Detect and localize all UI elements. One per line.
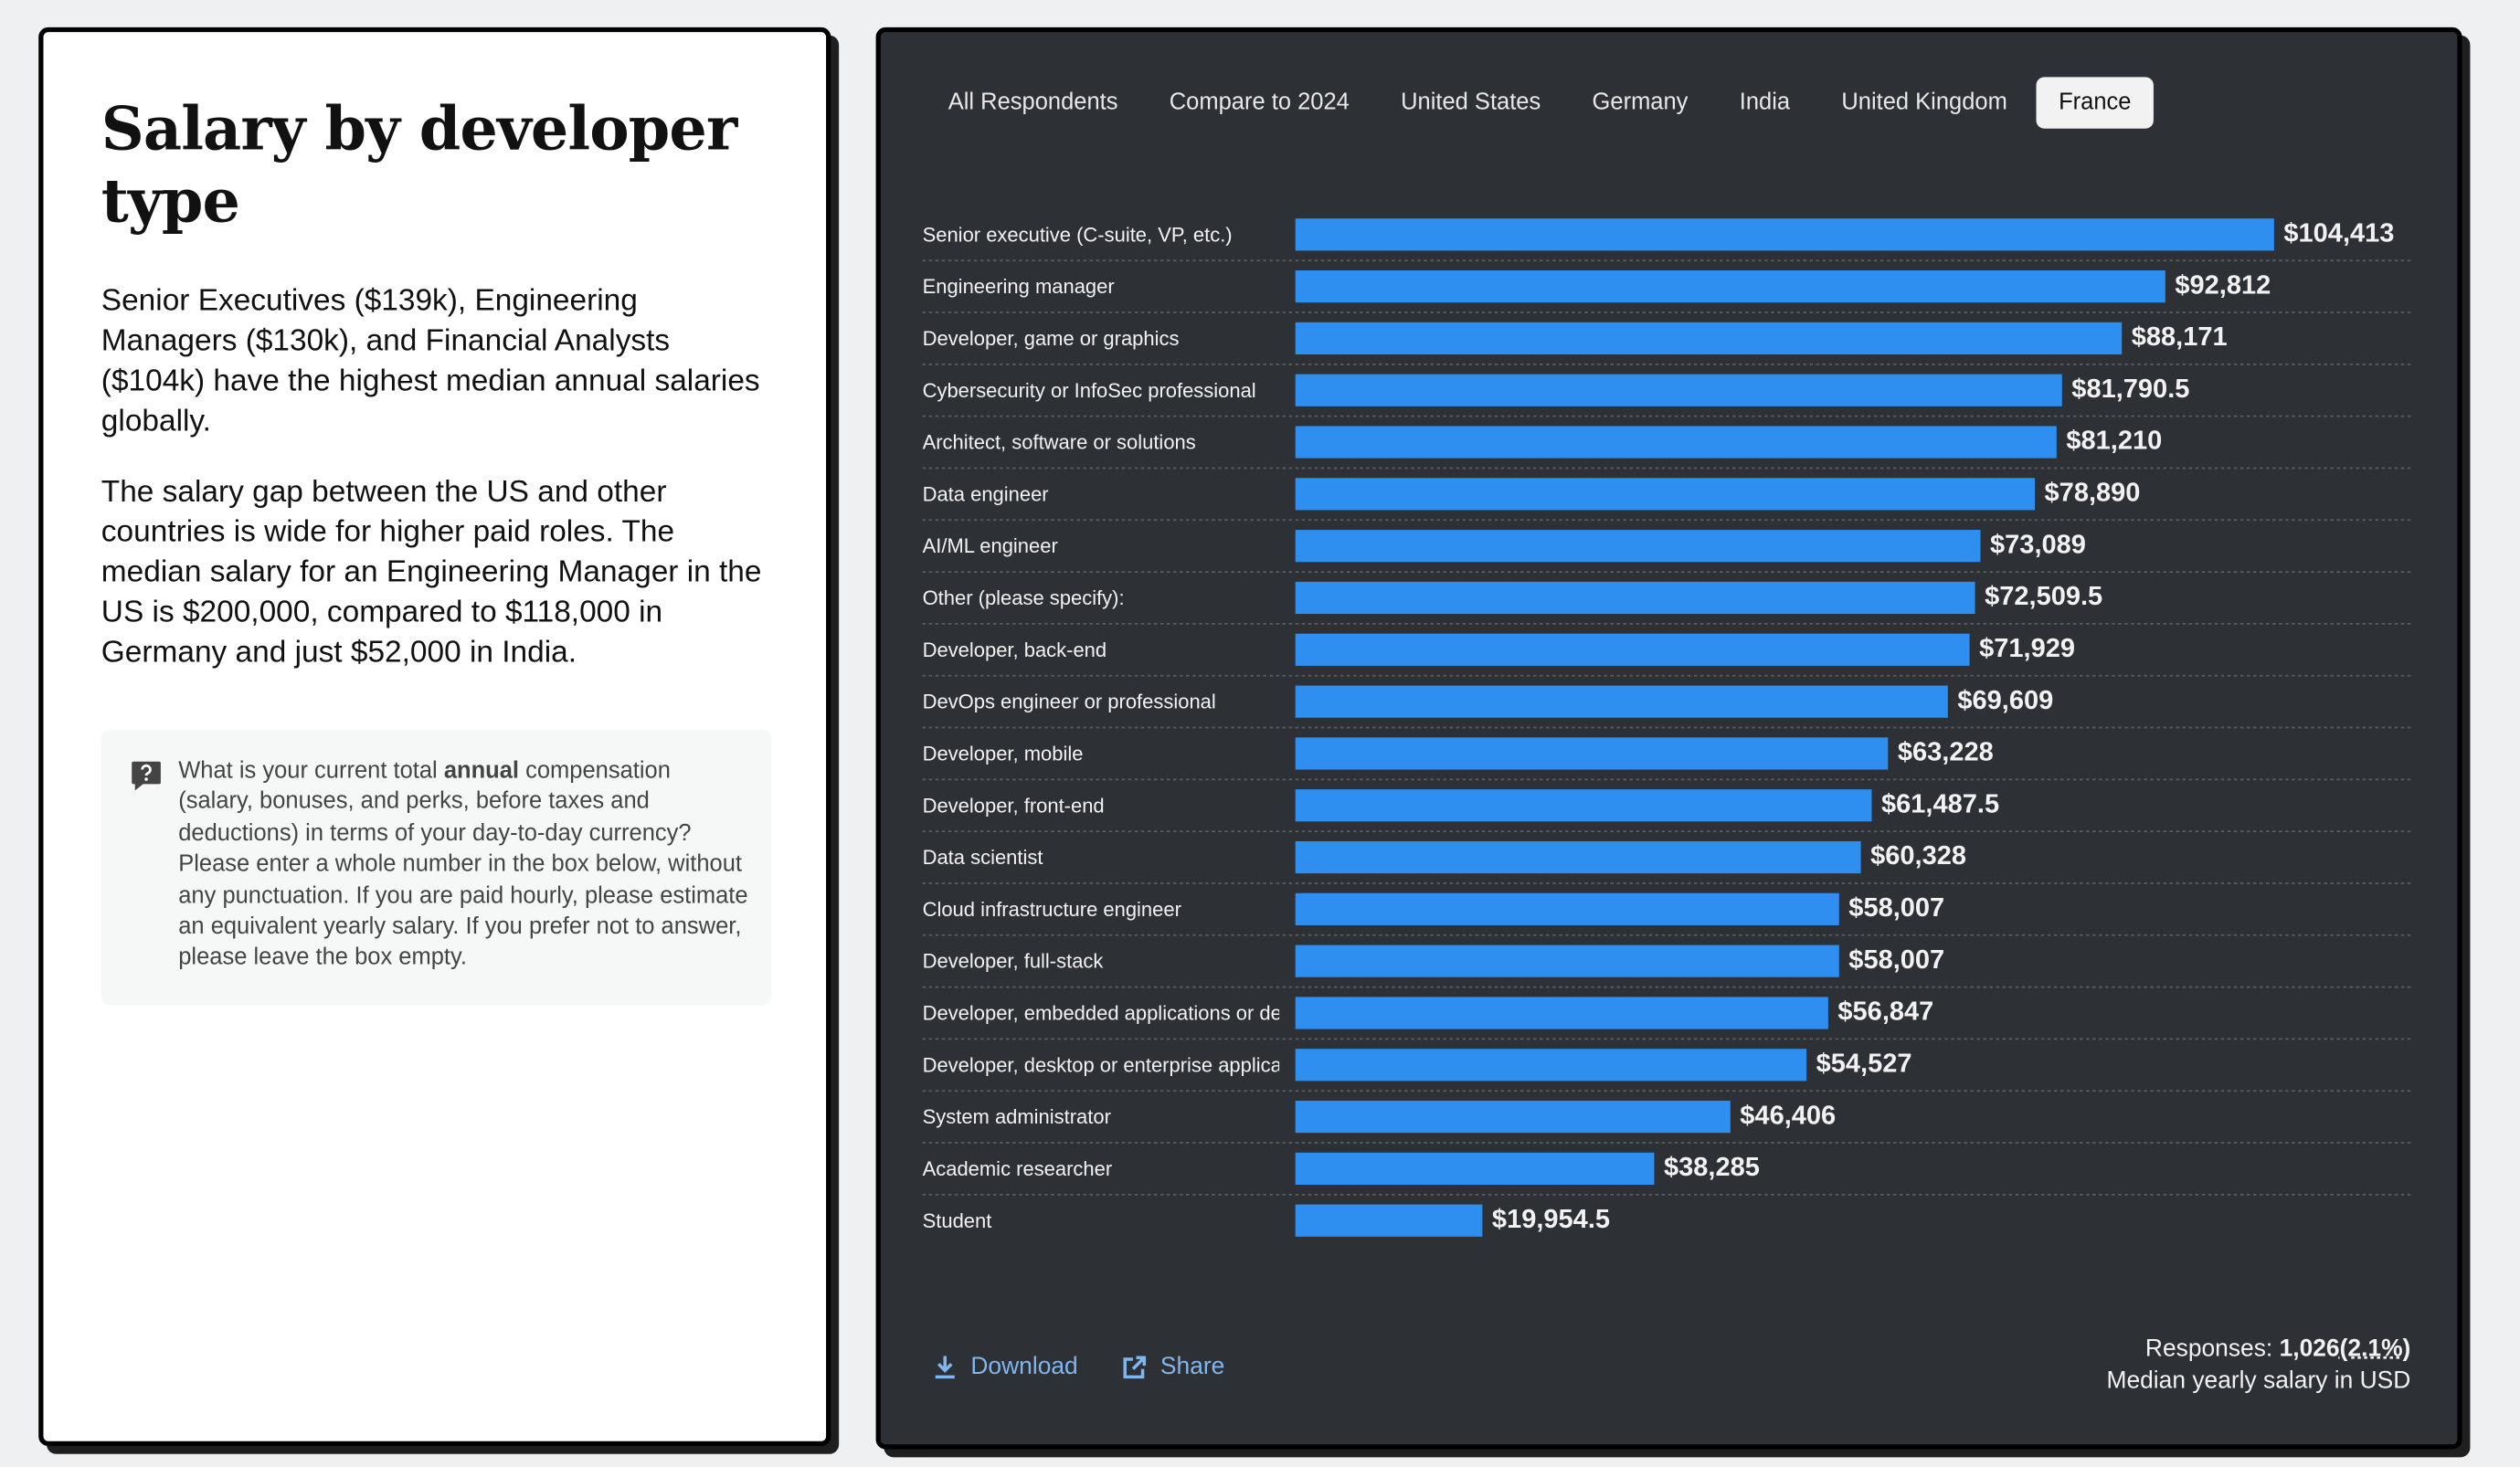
category-label: Architect, software or solutions bbox=[923, 431, 1196, 454]
category-label: Developer, embedded applications or de bbox=[923, 1002, 1282, 1025]
value-label: $61,487.5 bbox=[1881, 789, 1999, 818]
question-icon bbox=[132, 761, 161, 791]
value-label: $63,228 bbox=[1898, 738, 1994, 767]
value-label: $56,847 bbox=[1837, 997, 1933, 1027]
bar bbox=[1295, 478, 2036, 511]
value-label: $73,089 bbox=[1990, 530, 2086, 559]
tab[interactable]: United States bbox=[1401, 90, 1541, 116]
category-label: Student bbox=[923, 1209, 992, 1232]
category-label: DevOps engineer or professional bbox=[923, 691, 1216, 713]
tab[interactable]: Germany bbox=[1592, 90, 1689, 116]
bar bbox=[1295, 1204, 1483, 1237]
category-label: AI/ML engineer bbox=[923, 534, 1058, 557]
title: Salary by developer type bbox=[101, 93, 737, 237]
responses-share: (2.1%) bbox=[2339, 1335, 2411, 1363]
tab[interactable]: France bbox=[2036, 77, 2155, 129]
question-part: compensation (salary, bonuses, and perks… bbox=[178, 758, 748, 972]
bar bbox=[1295, 530, 1981, 563]
category-label: Other (please specify): bbox=[923, 586, 1125, 609]
value-label: $60,328 bbox=[1870, 841, 1966, 871]
category-label: Developer, desktop or enterprise applica bbox=[923, 1053, 1283, 1076]
category-label: Data engineer bbox=[923, 482, 1049, 505]
bar bbox=[1295, 426, 2057, 459]
value-label: $71,929 bbox=[1979, 634, 2075, 663]
bar bbox=[1295, 737, 1889, 770]
category-label: Developer, full-stack bbox=[923, 950, 1105, 973]
tab[interactable]: India bbox=[1739, 90, 1791, 116]
download-icon bbox=[935, 1355, 955, 1378]
responses: Responses: 1,026(2.1%) Median yearly sal… bbox=[2106, 1334, 2410, 1397]
bar bbox=[1295, 633, 1970, 666]
bar bbox=[1295, 1152, 1655, 1186]
value-label: $78,890 bbox=[2045, 479, 2141, 508]
value-label: $58,007 bbox=[1848, 945, 1944, 975]
value-label: $81,210 bbox=[2066, 427, 2162, 456]
category-label: Developer, front-end bbox=[923, 794, 1105, 817]
question-box: What is your current total annual compen… bbox=[101, 729, 772, 1007]
tab[interactable]: Compare to 2024 bbox=[1169, 90, 1350, 116]
value-label: $72,509.5 bbox=[1985, 582, 2102, 611]
category-label: Developer, back-end bbox=[923, 639, 1107, 661]
value-label: $88,171 bbox=[2132, 322, 2228, 352]
category-label: Developer, game or graphics bbox=[923, 327, 1180, 350]
tab[interactable]: All Respondents bbox=[948, 90, 1118, 116]
download-link[interactable]: Download bbox=[932, 1353, 1078, 1380]
bar bbox=[1295, 374, 2062, 406]
value-label: $19,954.5 bbox=[1492, 1205, 1610, 1234]
question-part: What is your current total bbox=[178, 758, 444, 785]
value-label: $92,812 bbox=[2175, 270, 2271, 300]
tab[interactable]: United Kingdom bbox=[1841, 90, 2007, 116]
value-label: $58,007 bbox=[1848, 893, 1944, 923]
category-label: Engineering manager bbox=[923, 275, 1115, 298]
category-label: Data scientist bbox=[923, 846, 1043, 869]
paragraph: Senior Executives ($139k), Engineering M… bbox=[101, 284, 760, 439]
responses-count: 1,026 bbox=[2279, 1335, 2340, 1363]
value-label: $104,413 bbox=[2283, 218, 2394, 248]
bar bbox=[1295, 997, 1828, 1029]
bar bbox=[1295, 685, 1948, 718]
text-card: Salary by developer type Senior Executiv… bbox=[38, 26, 831, 1447]
share-icon bbox=[1123, 1355, 1147, 1378]
value-label: $38,285 bbox=[1664, 1153, 1760, 1182]
share-label: Share bbox=[1159, 1352, 1225, 1380]
category-label: Academic researcher bbox=[923, 1157, 1113, 1180]
question-text: What is your current total annual compen… bbox=[178, 756, 748, 975]
share-link[interactable]: Share bbox=[1122, 1352, 1225, 1380]
chart-note: Median yearly salary in USD bbox=[2106, 1366, 2411, 1394]
bar bbox=[1295, 840, 1861, 874]
bar bbox=[1295, 322, 2123, 355]
download-label: Download bbox=[970, 1352, 1078, 1380]
value-label: $54,527 bbox=[1816, 1049, 1912, 1078]
value-label: $81,790.5 bbox=[2071, 375, 2189, 404]
question-emphasis: annual bbox=[443, 758, 520, 785]
category-label: Cloud infrastructure engineer bbox=[923, 898, 1181, 921]
category-label: Senior executive (C-suite, VP, etc.) bbox=[923, 223, 1233, 246]
bar bbox=[1295, 218, 2274, 251]
value-label: $46,406 bbox=[1740, 1101, 1836, 1130]
bar bbox=[1295, 892, 1839, 925]
category-label: System administrator bbox=[923, 1105, 1111, 1128]
responses-label: Responses: bbox=[2144, 1335, 2280, 1363]
tab-bar: All Respondents Compare to 2024 United Sta… bbox=[926, 77, 2155, 129]
value-label: $69,609 bbox=[1957, 686, 2053, 715]
bar bbox=[1295, 1049, 1807, 1082]
bar bbox=[1295, 581, 1975, 615]
paragraph: The salary gap between the US and other … bbox=[101, 475, 762, 670]
category-label: Developer, mobile bbox=[923, 742, 1084, 765]
category-label: Cybersecurity or InfoSec professional bbox=[923, 379, 1256, 402]
bar bbox=[1295, 1101, 1731, 1134]
bar bbox=[1295, 270, 2165, 303]
bar bbox=[1295, 789, 1872, 822]
bar bbox=[1295, 945, 1839, 977]
